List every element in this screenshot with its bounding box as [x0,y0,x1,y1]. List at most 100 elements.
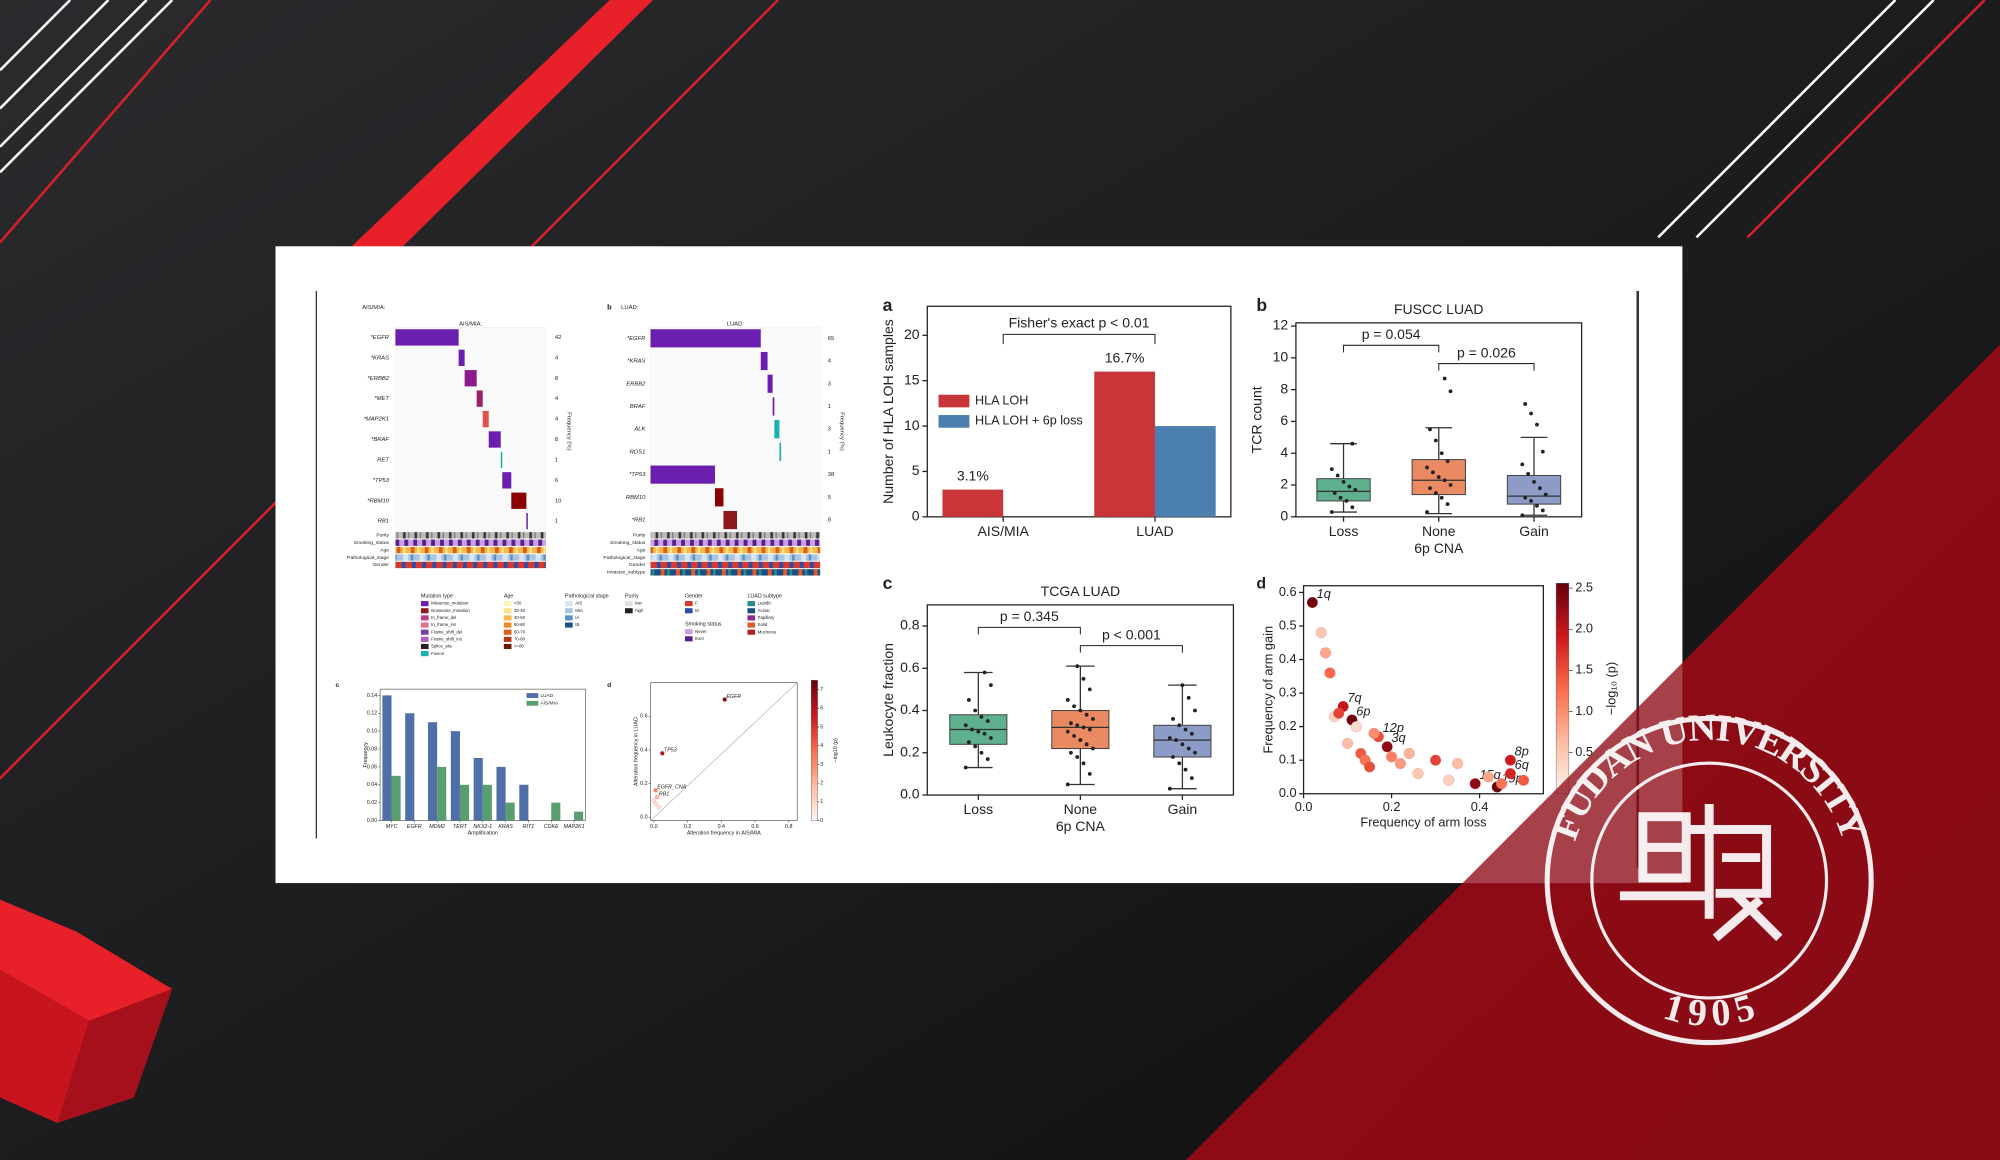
x-tick-label: None [1064,801,1098,817]
data-point [1072,733,1076,738]
gene-label: *TP53 [629,472,646,478]
data-point [976,729,981,734]
legend-swatch [503,601,512,607]
legend-label: F [695,601,698,606]
scatter-point [1403,748,1415,759]
y-tick-label: 8 [1280,380,1288,396]
legend-swatch [420,643,429,650]
scatter-point [1342,737,1354,749]
box [1506,474,1562,505]
significance-bracket [1343,344,1440,353]
scatter-point [1320,647,1332,659]
oncoprint-title: LUAD: [621,305,639,311]
mutation-block [476,390,483,407]
frequency-label: 8 [555,376,558,382]
scatter-point [1412,768,1424,780]
track-label: Pathological_stage [347,555,389,561]
clinical-track [650,561,821,569]
y-tick-label: 0.14 [367,693,377,699]
y-tick-label: 0 [912,508,920,524]
legend-label: 50-60 [514,622,526,627]
data-point [1084,712,1089,717]
gene-label: ROS1 [629,449,645,455]
bar [519,784,529,821]
scatter-point [1364,761,1376,773]
mutation-block [650,329,761,348]
data-point [985,757,990,762]
scatter-point [656,804,662,810]
data-point [1425,465,1429,470]
significance-bracket [1079,645,1183,653]
panel-letter: b [607,302,612,311]
y-tick-label: 0.4 [1279,651,1297,666]
oncoprint-axis-label: Frequency (%) [565,412,571,450]
y-tick-label: 0.4 [900,701,920,717]
legend-label: Acinar [758,608,771,613]
data-point [1341,479,1346,484]
gene-label: *EGFR [370,335,389,341]
gene-label: *KRAS [627,359,645,365]
data-point [1167,736,1172,740]
legend-label: IA [575,615,579,620]
bar [473,757,483,821]
legend-swatch [684,629,693,635]
frequency-label: 65 [828,336,835,342]
data-point [1177,723,1182,728]
legend-label: Frame_shift_ins [431,636,462,641]
data-point [1177,761,1182,766]
scatter-point [1452,758,1464,770]
y-tick-label: 0 [1280,508,1288,524]
frequency-label: 4 [828,359,832,365]
gene-label: *MET [374,396,389,402]
scatter-point [1518,774,1530,786]
mutation-block [779,442,782,461]
point-label: 6q [1515,757,1529,772]
legend-title: Purity [625,593,639,599]
track-label: Gender [629,562,646,568]
data-point [1350,505,1355,510]
data-point [1335,473,1340,478]
legend-swatch [420,601,429,607]
legend-label: 40-50 [514,615,526,620]
colorbar-label: −log₁₀ (p) [1604,662,1619,715]
legend-title: Age [504,593,514,599]
data-point [1091,746,1095,751]
plot-frame [650,682,798,821]
annotation: p = 0.345 [1000,608,1059,624]
gene-label: *KRAS [371,355,389,361]
panel-letter: b [1256,295,1267,315]
x-tick-label: Loss [1329,523,1359,539]
legend-label: In_frame_del [431,615,456,620]
colorbar-tick-label: 7 [820,687,823,693]
mutation-block [772,397,775,416]
data-point [1072,704,1076,709]
seal-ring [1590,761,1829,1000]
legend-swatch [526,700,539,706]
gene-label: RB1 [378,519,389,525]
gene-label: ERBB2 [626,381,646,387]
oncoprint-title: AIS/MIA: [362,305,385,311]
clinical-track [395,532,546,539]
frequency-label: 1 [828,404,831,410]
scatter-point [1394,758,1406,770]
legend-swatch [565,601,573,607]
legend-swatch [747,622,756,628]
data-point [1523,402,1528,406]
data-point [1189,776,1194,781]
bar [391,775,401,821]
scatter-point [1443,774,1455,786]
data-point [982,670,987,675]
data-point [1520,513,1525,518]
seal-glyph [1619,803,1783,942]
colorbar-tick-label: 3 [820,762,823,768]
data-point [1081,676,1086,681]
seal-ring [1544,715,1874,1046]
data-point [1428,427,1432,432]
data-point [1353,487,1358,492]
frequency-label: 6 [555,478,558,484]
legend-label: AIS [575,601,582,606]
plot-frame [1302,585,1545,795]
colorbar-tick-label: 2 [820,781,823,787]
frequency-label: 38 [828,472,835,478]
